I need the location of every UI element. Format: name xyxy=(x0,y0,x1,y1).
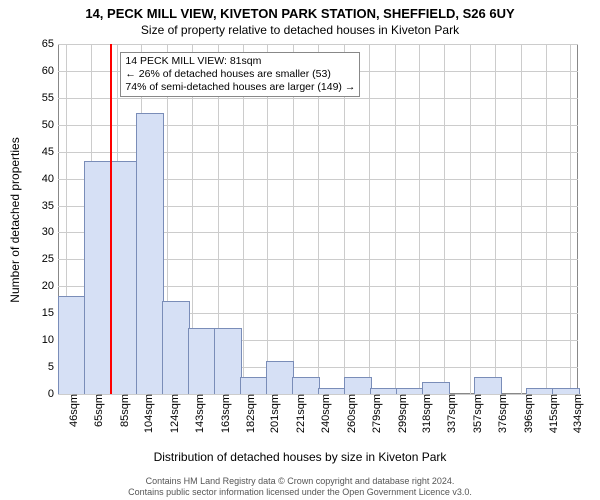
histogram-bar xyxy=(292,377,320,394)
x-tick-label: 434sqm xyxy=(570,394,584,433)
page-subtitle: Size of property relative to detached ho… xyxy=(0,21,600,37)
chart-area: 0510152025303540455055606546sqm65sqm85sq… xyxy=(58,44,578,394)
x-tick-label: 163sqm xyxy=(218,394,232,433)
footer-line-2: Contains public sector information licen… xyxy=(0,487,600,498)
histogram-bar xyxy=(58,296,86,394)
grid-line xyxy=(470,44,471,394)
histogram-bar xyxy=(552,388,580,394)
y-tick-label: 40 xyxy=(42,173,58,185)
grid-line xyxy=(419,44,420,394)
grid-line xyxy=(495,44,496,394)
histogram-bar xyxy=(240,377,268,394)
histogram-bar xyxy=(214,328,242,394)
y-tick-label: 0 xyxy=(48,388,58,400)
y-axis-label: Number of detached properties xyxy=(8,0,22,220)
grid-line xyxy=(444,44,445,394)
histogram-bar xyxy=(266,361,294,394)
x-tick-label: 260sqm xyxy=(344,394,358,433)
reference-line xyxy=(110,44,112,394)
x-tick-label: 46sqm xyxy=(66,394,80,427)
grid-line xyxy=(369,44,370,394)
x-tick-label: 318sqm xyxy=(419,394,433,433)
y-tick-label: 55 xyxy=(42,92,58,104)
annotation-line: 74% of semi-detached houses are larger (… xyxy=(125,81,355,94)
x-tick-label: 415sqm xyxy=(546,394,560,433)
x-tick-label: 279sqm xyxy=(369,394,383,433)
histogram-bar xyxy=(474,377,502,394)
histogram-bar xyxy=(370,388,398,394)
x-tick-label: 376sqm xyxy=(495,394,509,433)
annotation-line: 14 PECK MILL VIEW: 81sqm xyxy=(125,55,355,68)
x-tick-label: 104sqm xyxy=(141,394,155,433)
x-tick-label: 396sqm xyxy=(521,394,535,433)
y-tick-label: 60 xyxy=(42,65,58,77)
footer-line-1: Contains HM Land Registry data © Crown c… xyxy=(0,476,600,487)
y-tick-label: 65 xyxy=(42,38,58,50)
y-tick-label: 10 xyxy=(42,334,58,346)
grid-line xyxy=(521,44,522,394)
histogram-bar xyxy=(162,301,190,394)
histogram-bar xyxy=(422,382,450,394)
x-tick-label: 337sqm xyxy=(444,394,458,433)
y-tick-label: 30 xyxy=(42,226,58,238)
page-title: 14, PECK MILL VIEW, KIVETON PARK STATION… xyxy=(0,0,600,21)
x-tick-label: 221sqm xyxy=(293,394,307,433)
annotation-line: ← 26% of detached houses are smaller (53… xyxy=(125,68,355,81)
y-tick-label: 5 xyxy=(48,361,58,373)
y-tick-label: 50 xyxy=(42,119,58,131)
y-tick-label: 15 xyxy=(42,307,58,319)
grid-line xyxy=(570,44,571,394)
histogram-bar xyxy=(110,161,138,394)
x-tick-label: 201sqm xyxy=(267,394,281,433)
x-tick-label: 85sqm xyxy=(117,394,131,427)
x-tick-label: 299sqm xyxy=(395,394,409,433)
x-tick-label: 240sqm xyxy=(318,394,332,433)
x-tick-label: 124sqm xyxy=(167,394,181,433)
y-tick-label: 20 xyxy=(42,280,58,292)
histogram-bar xyxy=(188,328,216,394)
x-tick-label: 357sqm xyxy=(470,394,484,433)
grid-line xyxy=(395,44,396,394)
histogram-bar xyxy=(526,388,554,394)
histogram-bar xyxy=(84,161,112,394)
x-tick-label: 65sqm xyxy=(91,394,105,427)
x-axis-label: Distribution of detached houses by size … xyxy=(0,450,600,464)
footer-text: Contains HM Land Registry data © Crown c… xyxy=(0,476,600,498)
y-tick-label: 25 xyxy=(42,253,58,265)
y-tick-label: 45 xyxy=(42,146,58,158)
y-tick-label: 35 xyxy=(42,200,58,212)
x-tick-label: 143sqm xyxy=(192,394,206,433)
annotation-box: 14 PECK MILL VIEW: 81sqm← 26% of detache… xyxy=(120,52,360,97)
x-tick-label: 182sqm xyxy=(243,394,257,433)
histogram-bar xyxy=(136,113,164,394)
histogram-bar xyxy=(318,388,346,394)
histogram-bar xyxy=(344,377,372,394)
grid-line xyxy=(546,44,547,394)
histogram-bar xyxy=(396,388,424,394)
